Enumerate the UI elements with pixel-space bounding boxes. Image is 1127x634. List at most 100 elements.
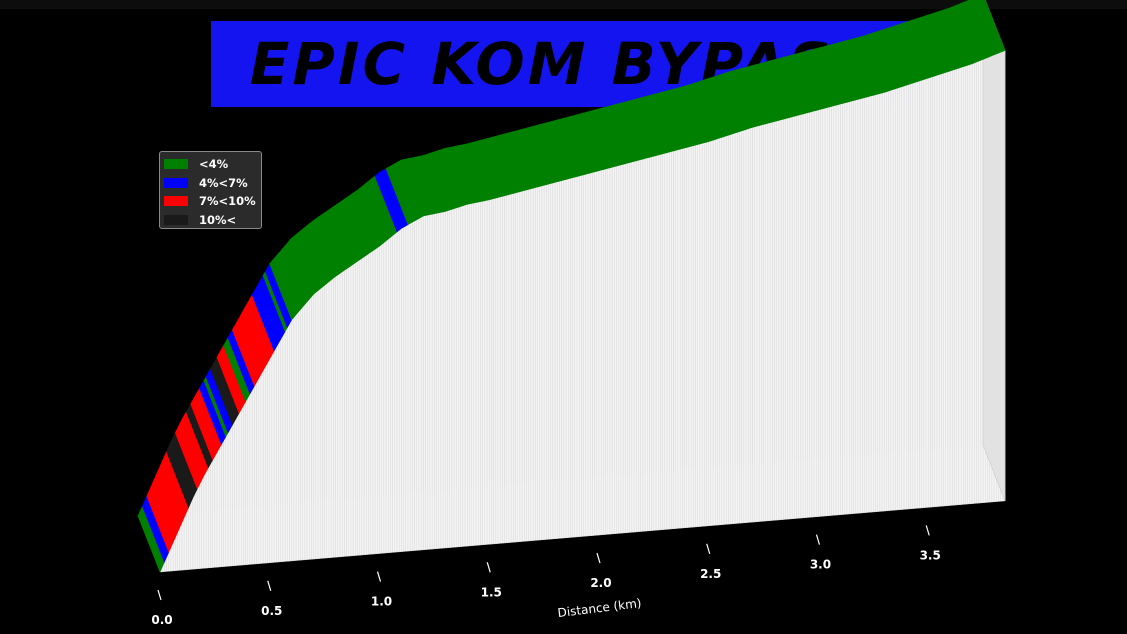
wall-strip xyxy=(201,475,205,569)
wall-strip xyxy=(756,125,760,523)
wall-strip xyxy=(392,233,396,553)
wall-strip xyxy=(800,113,804,519)
wall-strip xyxy=(710,139,714,526)
wall-strip xyxy=(414,219,417,551)
x-tick-mark xyxy=(267,580,272,591)
wall-strip xyxy=(276,342,279,563)
wall-strip xyxy=(726,134,729,525)
wall-strip xyxy=(298,308,301,561)
legend-swatch xyxy=(164,196,188,207)
wall-strip xyxy=(379,243,382,554)
wall-strip xyxy=(686,146,690,528)
wall-strip xyxy=(642,158,646,532)
wall-strip xyxy=(372,248,376,555)
wall-strip xyxy=(791,115,795,520)
x-tick-label: 0.5 xyxy=(261,604,282,618)
wall-strip xyxy=(932,75,935,508)
wall-strip xyxy=(899,86,903,511)
wall-strip xyxy=(519,190,523,542)
wall-strip xyxy=(609,166,613,535)
wall-strip xyxy=(677,148,681,529)
wall-strip xyxy=(293,314,297,561)
wall-strip xyxy=(497,196,501,544)
wall-strip xyxy=(337,272,341,558)
wall-strip xyxy=(611,166,615,535)
wall-strip xyxy=(537,186,540,541)
wall-strip xyxy=(315,290,319,560)
wall-strip xyxy=(921,79,925,509)
wall-strip xyxy=(431,213,435,550)
wall-strip xyxy=(210,459,213,568)
wall-strip xyxy=(842,102,845,515)
wall-strip xyxy=(690,145,694,528)
wall-strip xyxy=(546,183,549,540)
wall-strip xyxy=(410,221,413,552)
x-tick-label: 1.0 xyxy=(371,595,392,609)
x-tick-label: 2.5 xyxy=(700,567,721,581)
profile-wall xyxy=(159,0,1006,573)
wall-strip xyxy=(675,149,679,529)
wall-strip xyxy=(607,167,611,535)
wall-strip xyxy=(464,204,468,547)
wall-strip xyxy=(625,162,628,534)
wall-strip xyxy=(829,106,832,516)
wall-strip xyxy=(251,385,255,565)
wall-strip xyxy=(271,350,275,563)
wall-strip xyxy=(175,532,178,571)
wall-strip xyxy=(945,71,949,507)
wall-strip xyxy=(596,170,600,536)
wall-strip xyxy=(194,488,198,570)
wall-strip xyxy=(967,64,971,505)
wall-strip xyxy=(311,293,314,560)
wall-strip xyxy=(767,122,771,522)
wall-strip xyxy=(396,229,400,553)
wall-strip xyxy=(524,189,527,542)
wall-strip xyxy=(706,141,709,527)
wall-strip xyxy=(177,527,180,571)
wall-strip xyxy=(914,81,918,509)
wall-strip xyxy=(906,84,909,510)
wall-strip xyxy=(205,467,209,569)
wall-strip xyxy=(884,91,887,512)
wall-strip xyxy=(482,200,486,546)
legend-label: 7%<10% xyxy=(199,194,256,209)
wall-strip xyxy=(186,507,189,571)
wall-strip xyxy=(778,119,782,521)
wall-strip xyxy=(682,147,685,529)
wall-strip xyxy=(317,288,321,559)
wall-strip xyxy=(412,220,415,551)
wall-strip xyxy=(227,428,231,567)
wall-strip xyxy=(688,145,692,528)
wall-strip xyxy=(418,216,422,551)
wall-strip xyxy=(429,213,433,550)
wall-strip xyxy=(355,260,358,556)
wall-strip xyxy=(495,197,499,544)
wall-strip xyxy=(971,62,975,504)
end-wall xyxy=(982,0,1006,502)
wall-strip xyxy=(374,247,378,555)
wall-strip xyxy=(394,231,398,553)
wall-strip xyxy=(699,143,703,527)
wall-strip xyxy=(737,131,740,524)
wall-strip xyxy=(963,65,966,505)
wall-strip xyxy=(802,113,806,519)
wall-strip xyxy=(416,218,420,551)
wall-strip xyxy=(216,447,220,568)
wall-strip xyxy=(331,277,334,558)
wall-strip xyxy=(620,164,624,534)
gradient-ribbon xyxy=(137,0,1006,573)
wall-strip xyxy=(958,67,962,506)
x-tick-mark xyxy=(157,589,162,601)
legend-label: 10%< xyxy=(199,212,237,227)
wall-strip xyxy=(515,191,518,543)
wall-strip xyxy=(910,82,914,510)
wall-strip xyxy=(363,254,367,556)
wall-strip xyxy=(864,96,867,513)
wall-strip xyxy=(467,203,470,547)
x-tick-label: 1.5 xyxy=(481,585,502,599)
wall-strip xyxy=(734,132,738,524)
wall-strip xyxy=(629,161,633,533)
wall-strip xyxy=(651,155,655,531)
wall-strip xyxy=(462,204,466,547)
wall-strip xyxy=(952,69,955,506)
